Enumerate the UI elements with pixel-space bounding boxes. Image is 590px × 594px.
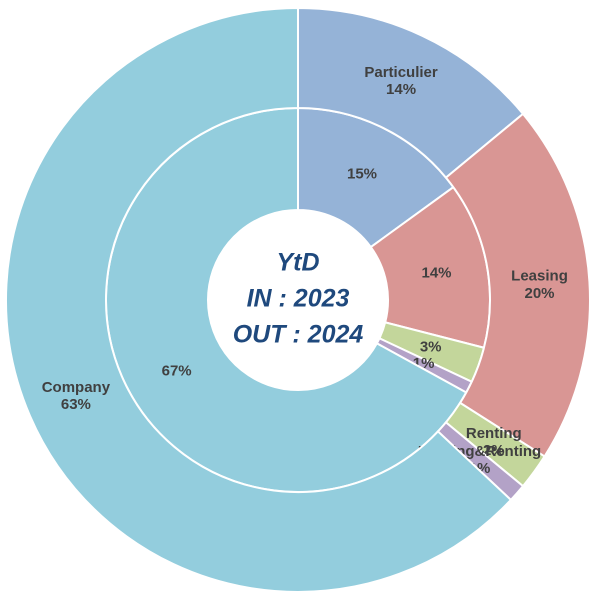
category-name: Renting <box>466 425 522 442</box>
value-label: 14% <box>386 81 416 98</box>
category-name: Leasing <box>511 268 568 285</box>
slice-label: Particulier 14% <box>364 64 438 98</box>
category-name: Particulier <box>364 64 438 81</box>
value-label: 14% <box>421 265 451 282</box>
value-label: 20% <box>525 285 555 302</box>
value-label: 63% <box>61 396 91 413</box>
slice-label: Company 63% <box>42 379 111 413</box>
value-label: 2% <box>483 442 505 459</box>
value-label: 3% <box>420 339 442 356</box>
slice-label: Leasing 20% <box>511 268 568 302</box>
slice-label: Renting 2% <box>466 425 522 459</box>
donut-slice <box>444 112 590 458</box>
category-name: Company <box>42 379 111 396</box>
center-text: OUT : 2024 <box>233 321 364 349</box>
value-label: 15% <box>347 165 377 182</box>
value-label: 67% <box>162 363 192 380</box>
center-text: IN : 2023 <box>247 285 350 313</box>
donut-slice <box>5 6 513 593</box>
center-text: YtD <box>276 249 319 277</box>
